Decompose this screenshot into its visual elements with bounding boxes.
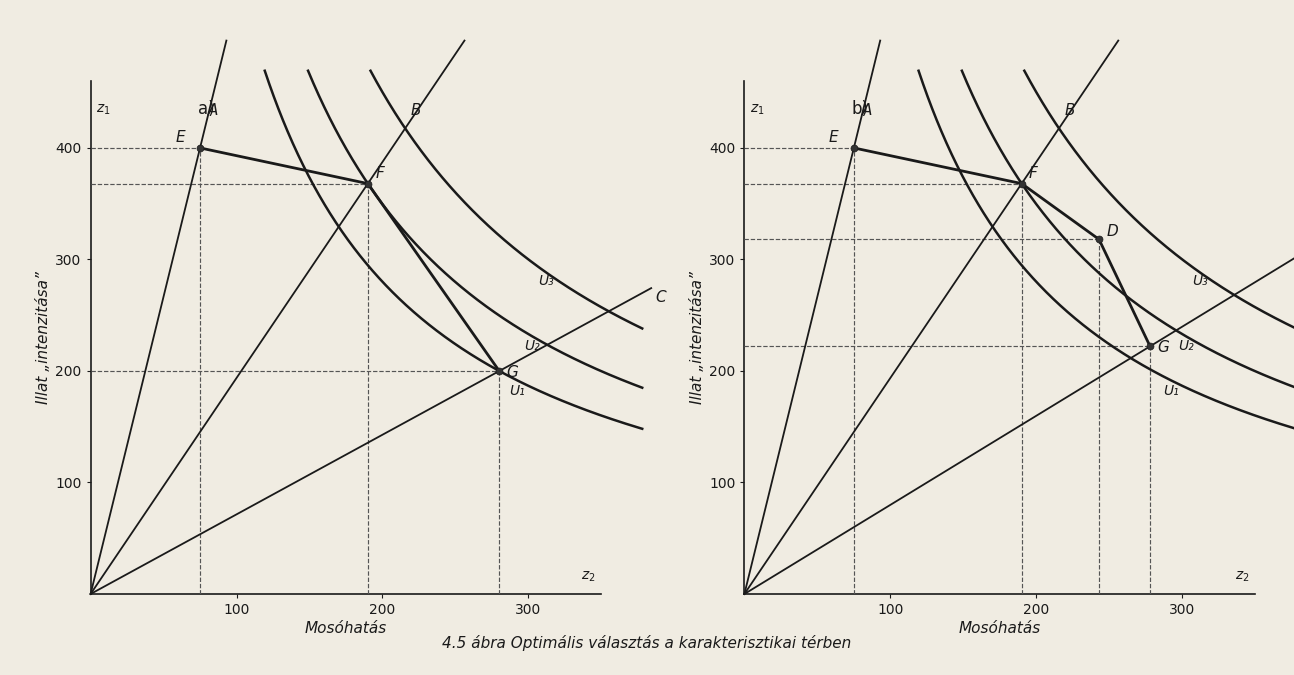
Text: $z_2$: $z_2$ [1234, 570, 1249, 584]
Text: $z_1$: $z_1$ [751, 103, 765, 117]
Text: a): a) [198, 101, 215, 118]
Text: U₃: U₃ [1193, 274, 1209, 288]
Text: D: D [1106, 224, 1118, 239]
X-axis label: Mosóhatás: Mosóhatás [959, 621, 1040, 637]
Text: B: B [411, 103, 422, 118]
Text: F: F [1029, 166, 1038, 181]
Y-axis label: Illat „intenzitása”: Illat „intenzitása” [690, 271, 705, 404]
Text: U₂: U₂ [1178, 339, 1193, 353]
X-axis label: Mosóhatás: Mosóhatás [305, 621, 387, 637]
Text: 4.5 ábra Optimális választás a karakterisztikai térben: 4.5 ábra Optimális választás a karakteri… [443, 635, 851, 651]
Text: E: E [175, 130, 185, 145]
Text: b): b) [851, 101, 868, 118]
Text: E: E [829, 130, 839, 145]
Text: U₁: U₁ [510, 384, 525, 398]
Text: G: G [506, 364, 519, 379]
Text: G: G [1157, 340, 1170, 355]
Text: U₃: U₃ [538, 274, 554, 288]
Text: $z_2$: $z_2$ [581, 570, 595, 584]
Text: A: A [208, 103, 219, 118]
Text: C: C [656, 290, 666, 304]
Y-axis label: Illat „intenzitása”: Illat „intenzitása” [36, 271, 50, 404]
Text: F: F [375, 166, 384, 181]
Text: U₂: U₂ [524, 339, 540, 353]
Text: A: A [862, 103, 872, 118]
Text: B: B [1065, 103, 1075, 118]
Text: U₁: U₁ [1163, 384, 1179, 398]
Text: $z_1$: $z_1$ [97, 103, 111, 117]
